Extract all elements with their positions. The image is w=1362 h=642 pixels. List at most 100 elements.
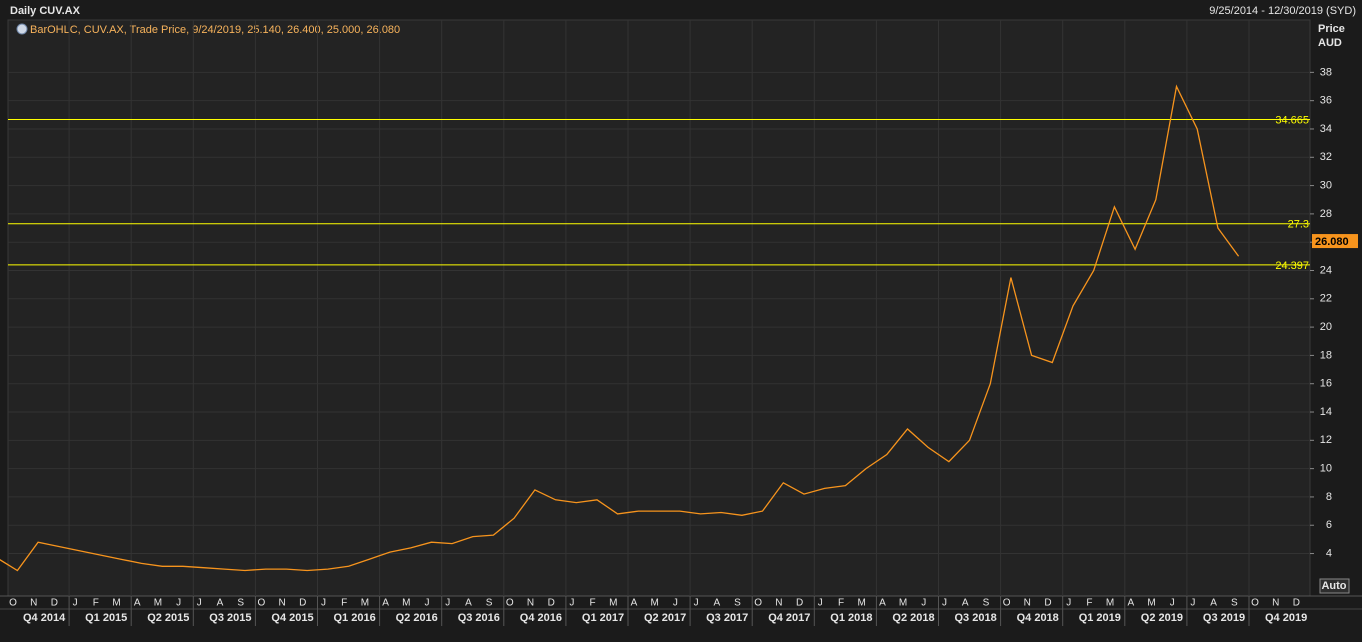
quarter-label: Q1 2017	[582, 612, 624, 624]
month-label: O	[506, 598, 514, 609]
y-tick-label: 36	[1320, 95, 1332, 107]
month-label: N	[1272, 598, 1279, 609]
reference-label: 27.3	[1288, 219, 1309, 231]
price-line	[0, 84, 1240, 572]
month-label: N	[775, 598, 782, 609]
month-label: J	[694, 598, 699, 609]
month-label: F	[838, 598, 844, 609]
month-label: F	[1086, 598, 1092, 609]
month-label: M	[402, 598, 410, 609]
quarter-label: Q4 2017	[768, 612, 810, 624]
y-tick-label: 4	[1326, 547, 1332, 559]
month-label: J	[197, 598, 202, 609]
y-tick-label: 28	[1320, 208, 1332, 220]
month-label: M	[1147, 598, 1155, 609]
month-label: J	[1170, 598, 1175, 609]
month-label: O	[754, 598, 762, 609]
month-label: N	[30, 598, 37, 609]
month-label: S	[1231, 598, 1238, 609]
quarter-label: Q4 2015	[271, 612, 313, 624]
y-tick-label: 6	[1326, 519, 1332, 531]
month-label: O	[1251, 598, 1259, 609]
quarter-label: Q4 2019	[1265, 612, 1307, 624]
month-label: A	[134, 598, 141, 609]
quarter-label: Q2 2018	[892, 612, 934, 624]
plot-area	[7, 19, 1311, 597]
quarter-label: Q4 2018	[1017, 612, 1059, 624]
month-label: A	[879, 598, 886, 609]
month-label: M	[609, 598, 617, 609]
month-label: J	[942, 598, 947, 609]
month-label: J	[1190, 598, 1195, 609]
quarter-label: Q1 2015	[85, 612, 127, 624]
y-tick-label: 30	[1320, 179, 1332, 191]
month-label: D	[1044, 598, 1051, 609]
month-label: J	[569, 598, 574, 609]
quarter-label: Q3 2017	[706, 612, 748, 624]
y-axis-title: Price	[1318, 23, 1345, 35]
last-price-tag	[1312, 234, 1358, 249]
month-label: J	[673, 598, 678, 609]
month-label: J	[321, 598, 326, 609]
y-tick-label: 20	[1320, 321, 1332, 333]
y-tick-label: 10	[1320, 463, 1332, 475]
legend-text: BarOHLC, CUV.AX, Trade Price, 9/24/2019,…	[30, 24, 400, 36]
date-range: 9/25/2014 - 12/30/2019 (SYD)	[1209, 5, 1356, 17]
month-label: J	[921, 598, 926, 609]
month-label: F	[590, 598, 596, 609]
month-label: J	[1066, 598, 1071, 609]
month-label: N	[1024, 598, 1031, 609]
y-tick-label: 18	[1320, 349, 1332, 361]
reference-label: 24.397	[1275, 260, 1309, 272]
month-label: J	[425, 598, 430, 609]
legend-icon[interactable]	[16, 23, 28, 35]
month-label: M	[154, 598, 162, 609]
auto-button-label[interactable]: Auto	[1321, 580, 1346, 592]
month-label: S	[486, 598, 493, 609]
month-label: A	[1127, 598, 1134, 609]
month-label: A	[217, 598, 224, 609]
y-tick-label: 14	[1320, 406, 1332, 418]
auto-button[interactable]	[1319, 578, 1350, 594]
quarter-label: Q3 2019	[1203, 612, 1245, 624]
month-label: J	[73, 598, 78, 609]
month-label: J	[818, 598, 823, 609]
y-tick-label: 22	[1320, 293, 1332, 305]
month-label: F	[341, 598, 347, 609]
month-label: D	[796, 598, 803, 609]
reference-label: 34.665	[1275, 114, 1309, 126]
last-price-label: 26.080	[1315, 236, 1349, 248]
y-tick-label: 16	[1320, 378, 1332, 390]
y-tick-label: 38	[1320, 66, 1332, 78]
month-label: O	[258, 598, 266, 609]
y-tick-label: 12	[1320, 434, 1332, 446]
quarter-label: Q2 2016	[396, 612, 438, 624]
y-tick-label: 24	[1320, 264, 1332, 276]
month-label: M	[361, 598, 369, 609]
month-label: D	[51, 598, 58, 609]
quarter-label: Q4 2016	[520, 612, 562, 624]
quarter-label: Q1 2019	[1079, 612, 1121, 624]
month-label: S	[983, 598, 990, 609]
month-label: A	[465, 598, 472, 609]
y-tick-label: 32	[1320, 151, 1332, 163]
month-label: D	[1293, 598, 1300, 609]
quarter-label: Q3 2015	[209, 612, 251, 624]
chart-title: Daily CUV.AX	[10, 5, 81, 17]
month-label: D	[299, 598, 306, 609]
month-label: M	[651, 598, 659, 609]
month-label: M	[899, 598, 907, 609]
month-label: A	[382, 598, 389, 609]
month-label: J	[445, 598, 450, 609]
month-label: A	[713, 598, 720, 609]
quarter-label: Q2 2019	[1141, 612, 1183, 624]
month-label: A	[631, 598, 638, 609]
y-tick-label: 34	[1320, 123, 1332, 135]
month-label: J	[176, 598, 181, 609]
quarter-label: Q2 2017	[644, 612, 686, 624]
y-tick-label: 8	[1326, 491, 1332, 503]
month-label: A	[1210, 598, 1217, 609]
month-label: M	[112, 598, 120, 609]
month-label: O	[9, 598, 17, 609]
